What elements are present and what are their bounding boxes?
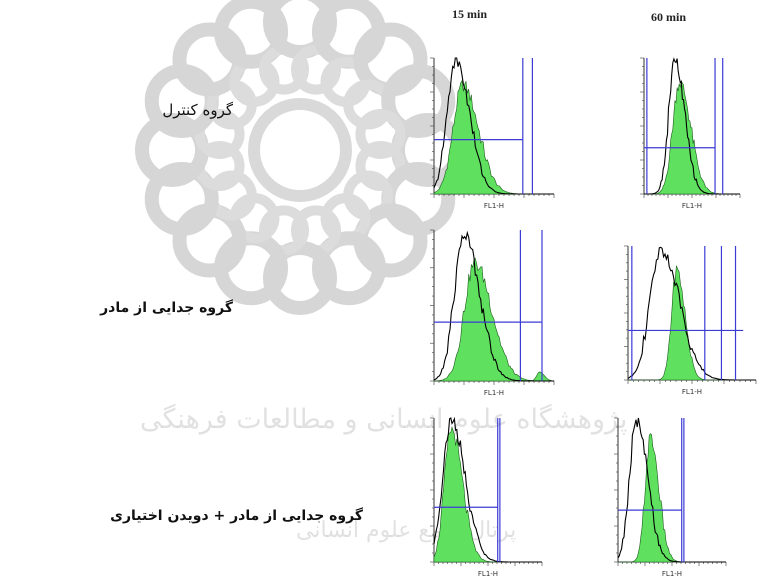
watermark-center xyxy=(248,98,352,202)
watermark-text-line2: پرتال جامع علوم انسانی xyxy=(296,518,517,543)
filled-histogram xyxy=(433,425,542,563)
row-label-separation-voluntary-running: گروه جدایی از مادر + دویدن اختیاری xyxy=(110,508,363,524)
watermark-petal xyxy=(144,161,219,236)
x-axis-label: FL1-H xyxy=(682,202,702,210)
x-axis-label: FL1-H xyxy=(682,388,702,396)
x-axis-label: FL1-H xyxy=(478,570,498,578)
outline-histogram xyxy=(433,57,554,195)
outline-histogram xyxy=(433,416,542,563)
histogram-control-15min: FL1-H xyxy=(430,57,555,210)
watermark-petal xyxy=(311,231,386,306)
outline-histogram xyxy=(617,417,726,563)
histogram-separation-60min: FL1-H xyxy=(624,245,757,396)
filled-histogram xyxy=(644,79,740,195)
row-label-control: گروه کنترل xyxy=(162,101,233,119)
histogram-control-60min: FL1-H xyxy=(640,57,741,210)
outline-histogram xyxy=(627,246,756,381)
filled-histogram xyxy=(433,257,555,382)
histogram-separation-running-15min: FL1-H xyxy=(430,416,543,578)
x-axis-label: FL1-H xyxy=(484,202,504,210)
watermark-rosette-group xyxy=(135,0,465,315)
watermark-petal-inner xyxy=(355,109,406,160)
histogram-separation-running-60min: FL1-H xyxy=(614,417,727,578)
outline-histogram xyxy=(433,230,554,382)
row-label-maternal-separation: گروه جدایی از مادر xyxy=(100,300,233,316)
column-header-15min: 15 min xyxy=(452,7,488,21)
histogram-separation-15min: FL1-H xyxy=(430,229,555,397)
column-header-60min: 60 min xyxy=(651,10,687,24)
watermark-petal xyxy=(214,0,289,69)
filled-histogram xyxy=(433,79,554,195)
watermark-text-line1: پژوهشگاه علوم انسانی و مطالعات فرهنگی xyxy=(140,404,628,435)
outline-histogram xyxy=(644,57,740,195)
x-axis-label: FL1-H xyxy=(484,389,504,397)
x-axis-label: FL1-H xyxy=(662,570,682,578)
filled-histogram xyxy=(618,433,726,563)
